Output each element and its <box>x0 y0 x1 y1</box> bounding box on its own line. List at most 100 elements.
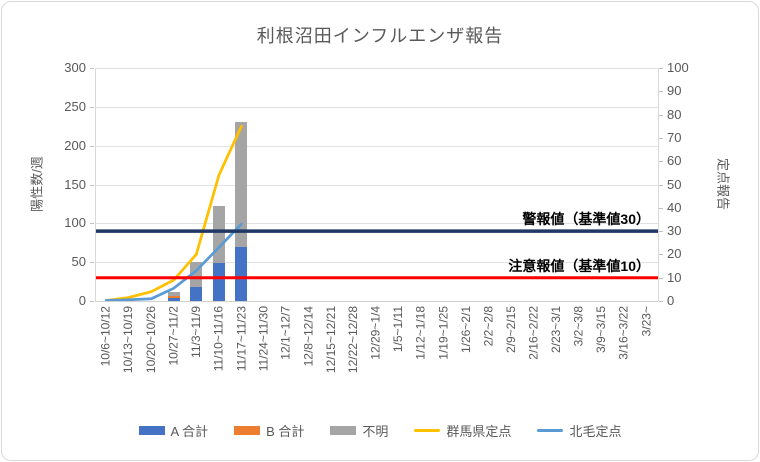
x-axis-label: 10/13~10/19 <box>121 306 136 374</box>
x-axis-label: 3/23~ <box>639 306 654 337</box>
alert-threshold-label: 警報値（基準値30） <box>522 211 650 228</box>
right-axis-tickmark <box>659 91 663 93</box>
x-axis-label: 2/23~3/1 <box>549 306 564 354</box>
left-axis-tick-label: 250 <box>64 98 86 114</box>
x-axis-label: 10/27~11/2 <box>166 306 181 366</box>
left-axis-tickmark <box>90 184 94 186</box>
x-axis-label: 12/8~12/14 <box>301 306 316 367</box>
right-axis-tick-label: 70 <box>667 129 682 145</box>
right-axis-tickmark <box>659 207 663 209</box>
gridline <box>95 262 658 264</box>
bar-segment-a-total <box>212 262 225 301</box>
x-axis-label: 1/26~2/1 <box>459 306 474 354</box>
x-axis-label: 10/20~10/26 <box>143 306 158 374</box>
legend-item-b-total: B 合計 <box>234 421 304 440</box>
left-axis-tickmark <box>90 145 94 147</box>
left-axis-tickmark <box>90 301 94 302</box>
gridline <box>95 68 658 69</box>
right-axis-tick-label: 10 <box>667 269 682 285</box>
left-axis-tick-label: 100 <box>64 215 86 231</box>
x-axis-label: 2/2~2/8 <box>481 306 496 347</box>
x-axis-label: 12/22~12/28 <box>346 306 361 374</box>
left-axis-tick-label: 300 <box>64 60 86 75</box>
legend-bar-swatch-icon <box>330 426 357 435</box>
left-axis-tickmark <box>90 106 94 108</box>
right-axis-tick-label: 40 <box>667 199 682 215</box>
bar-segment-unknown <box>235 122 248 247</box>
legend-label: A 合計 <box>170 424 209 439</box>
right-axis-tick-label: 80 <box>667 106 682 122</box>
left-axis-tick-label: 150 <box>64 176 86 192</box>
bar-segment-a-total <box>190 287 203 301</box>
gridline <box>95 223 658 225</box>
right-axis-tickmark <box>659 184 663 186</box>
left-axis-tickmark <box>90 262 94 264</box>
x-axis-label: 11/24~11/30 <box>256 306 271 372</box>
right-axis-tickmark <box>659 161 663 163</box>
x-axis-line <box>95 301 658 302</box>
bar-segment-b-total <box>167 295 180 298</box>
x-axis-label: 3/9~3/15 <box>594 306 609 354</box>
left-axis-tick-label: 200 <box>64 137 86 153</box>
x-axis-label: 2/9~2/15 <box>504 306 519 354</box>
legend-label: B 合計 <box>266 424 305 439</box>
legend-item-unknown: 不明 <box>330 421 388 440</box>
right-axis-tick-label: 90 <box>667 83 682 99</box>
legend-item-hokumo-sentinel: 北毛定点 <box>537 421 621 440</box>
x-axis-label: 11/10~11/16 <box>211 306 226 372</box>
bar-segment-unknown <box>167 291 180 296</box>
right-axis-title: 定点報告 <box>715 157 731 211</box>
legend-label: 群馬県定点 <box>446 424 512 439</box>
legend-label: 不明 <box>362 424 389 439</box>
bar-segment-unknown <box>212 205 225 263</box>
x-axis-label: 12/29~1/4 <box>369 306 383 360</box>
left-axis-tickmark <box>90 223 94 225</box>
x-axis-label: 1/5~1/11 <box>391 306 406 353</box>
right-axis-tickmark <box>659 231 663 233</box>
right-axis-tickmark <box>659 277 663 279</box>
x-axis-label: 11/17~11/23 <box>233 306 248 372</box>
x-axis-label: 11/3~11/9 <box>188 306 203 358</box>
bar-segment-a-total <box>235 246 248 301</box>
x-axis-label: 1/19~1/25 <box>436 306 451 360</box>
left-axis-tick-label: 0 <box>78 293 86 308</box>
y-axis-line-right <box>658 68 659 301</box>
right-axis-tick-label: 0 <box>667 293 675 308</box>
gridline <box>95 184 658 186</box>
x-axis-label: 2/16~2/22 <box>526 306 541 360</box>
right-axis-tick-label: 100 <box>667 60 689 75</box>
legend-line-swatch-icon <box>414 429 441 432</box>
right-axis-tickmark <box>659 114 663 116</box>
legend-item-gunma-sentinel: 群馬県定点 <box>414 421 511 440</box>
right-axis-tick-label: 20 <box>667 246 682 262</box>
gridline <box>95 145 658 147</box>
bar-segment-unknown <box>190 262 203 288</box>
legend-bar-swatch-icon <box>234 426 261 435</box>
right-axis-tickmark <box>659 254 663 256</box>
gridline <box>95 106 658 108</box>
left-axis-tickmark <box>90 68 94 69</box>
legend-bar-swatch-icon <box>138 426 165 435</box>
legend-label: 北毛定点 <box>569 424 622 439</box>
right-axis-tick-label: 50 <box>667 176 682 192</box>
x-axis-label: 3/16~3/22 <box>616 306 631 360</box>
x-axis-label: 10/6~10/12 <box>98 306 113 367</box>
x-axis-label: 1/12~1/18 <box>414 306 428 360</box>
legend-item-a-total: A 合計 <box>138 421 209 440</box>
chart-title: 利根沼田インフルエンザ報告 <box>256 26 504 46</box>
right-axis-tick-label: 30 <box>667 223 682 239</box>
right-axis-tickmark <box>659 137 663 139</box>
right-axis-tick-label: 60 <box>667 153 682 169</box>
x-axis-label: 3/2~3/8 <box>571 306 586 347</box>
left-axis-tick-label: 50 <box>71 254 86 270</box>
legend: A 合計 B 合計 不明 群馬県定点 北毛定点 <box>0 421 760 440</box>
caution-threshold-label: 注意報値（基準値10） <box>508 257 650 274</box>
legend-line-swatch-icon <box>537 429 564 432</box>
x-axis-label: 12/1~12/7 <box>278 306 293 360</box>
y-axis-line-left <box>95 68 96 301</box>
right-axis-tickmark <box>659 68 663 69</box>
x-axis-label: 12/15~12/21 <box>324 306 338 374</box>
